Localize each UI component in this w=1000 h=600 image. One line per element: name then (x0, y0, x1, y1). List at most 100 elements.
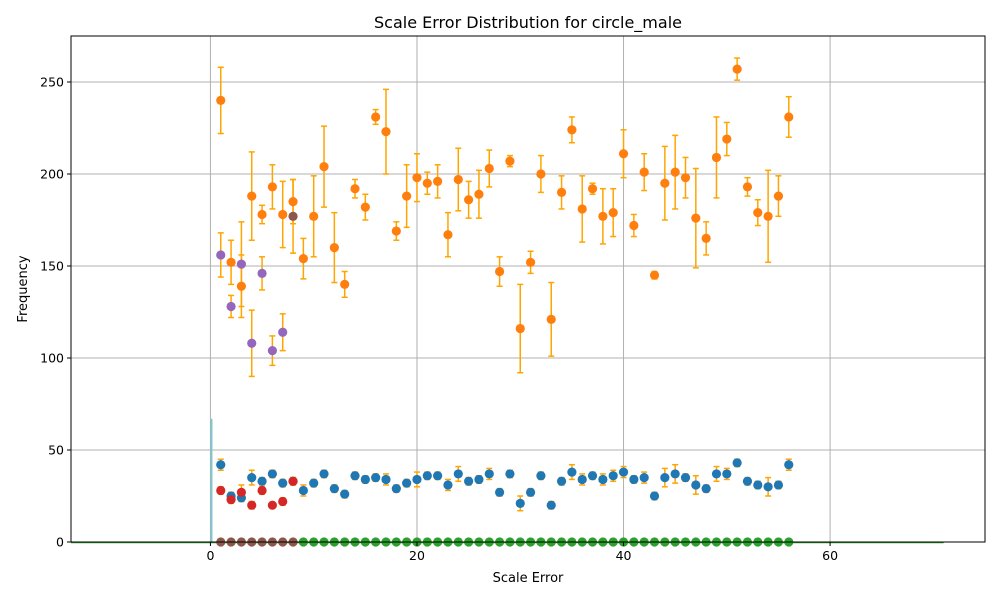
data-point (525, 257, 536, 267)
data-point (443, 230, 453, 240)
chart-title: Scale Error Distribution for circle_male (374, 13, 682, 33)
data-point (784, 112, 794, 122)
data-point (577, 474, 587, 485)
data-point (587, 184, 598, 194)
y-axis-label: Frequency (16, 255, 31, 322)
data-point (763, 482, 773, 492)
data-point (350, 184, 360, 194)
y-tick-label: 150 (40, 259, 64, 274)
data-point (660, 473, 670, 483)
data-point (443, 480, 453, 490)
data-point (525, 487, 536, 497)
x-tick-label: 20 (409, 548, 425, 563)
data-point (247, 473, 257, 483)
data-point (505, 156, 515, 166)
data-point (216, 95, 226, 105)
data-point (567, 125, 577, 135)
data-point (340, 279, 350, 289)
data-point (464, 476, 474, 486)
data-point (319, 469, 329, 479)
data-point (371, 473, 381, 483)
data-point (598, 474, 608, 485)
data-point (515, 323, 525, 334)
data-point (226, 495, 236, 505)
data-point (556, 187, 567, 197)
data-point (433, 176, 443, 186)
data-point (711, 152, 722, 163)
data-point (680, 173, 691, 183)
data-point (742, 476, 753, 486)
data-point (515, 498, 525, 508)
data-point (494, 266, 505, 277)
data-point (391, 226, 401, 236)
data-point (257, 268, 267, 278)
data-point (236, 487, 247, 497)
data-point (474, 189, 484, 199)
y-tick-label: 50 (48, 443, 64, 458)
data-point (412, 173, 422, 183)
data-point (536, 169, 546, 179)
data-point (257, 485, 267, 496)
data-point (329, 243, 339, 253)
data-point (257, 476, 267, 486)
data-point (247, 500, 257, 510)
data-point (546, 314, 556, 324)
data-point (267, 469, 277, 479)
data-point (567, 467, 577, 477)
data-point (309, 478, 319, 488)
data-point (236, 281, 247, 291)
data-point (587, 471, 598, 481)
data-point (402, 478, 412, 488)
data-point (711, 469, 722, 479)
data-point (629, 220, 639, 231)
data-point (474, 474, 484, 485)
data-point (216, 250, 226, 260)
data-point (660, 178, 670, 188)
data-point (556, 476, 567, 486)
data-point (278, 496, 288, 507)
data-point (701, 484, 711, 494)
data-points (216, 64, 794, 547)
data-point (618, 149, 629, 159)
data-point (433, 471, 443, 481)
data-point (360, 474, 370, 485)
y-axis-ticks: 0 50 100 150 200 250 (40, 75, 71, 550)
data-point (340, 489, 350, 499)
y-tick-label: 200 (40, 167, 64, 182)
data-point (784, 460, 794, 470)
data-point (350, 471, 360, 481)
x-tick-label: 0 (206, 548, 214, 563)
data-point (288, 211, 298, 221)
data-point (484, 163, 494, 174)
data-point (546, 500, 556, 510)
data-point (247, 191, 257, 201)
data-point (402, 191, 412, 201)
data-point (247, 338, 257, 348)
data-point (381, 474, 391, 485)
data-point (629, 474, 639, 485)
data-point (649, 491, 660, 501)
data-point (649, 270, 660, 280)
data-point (278, 478, 288, 488)
plot-frame (70, 35, 986, 543)
data-point (753, 208, 763, 218)
data-point (691, 480, 701, 490)
y-tick-label: 0 (56, 535, 64, 550)
grid (71, 36, 985, 543)
data-point (732, 458, 742, 468)
data-point (494, 487, 505, 497)
data-point (329, 484, 339, 494)
data-point (267, 182, 277, 192)
x-tick-label: 60 (822, 548, 838, 563)
data-point (226, 257, 236, 267)
data-point (360, 202, 370, 212)
y-tick-label: 250 (40, 75, 64, 90)
x-tick-label: 40 (616, 548, 632, 563)
data-point (453, 469, 463, 479)
data-point (763, 211, 773, 221)
data-point (742, 182, 753, 192)
data-point (484, 469, 494, 479)
data-point (753, 480, 763, 490)
data-point (722, 469, 732, 479)
data-point (381, 127, 391, 137)
